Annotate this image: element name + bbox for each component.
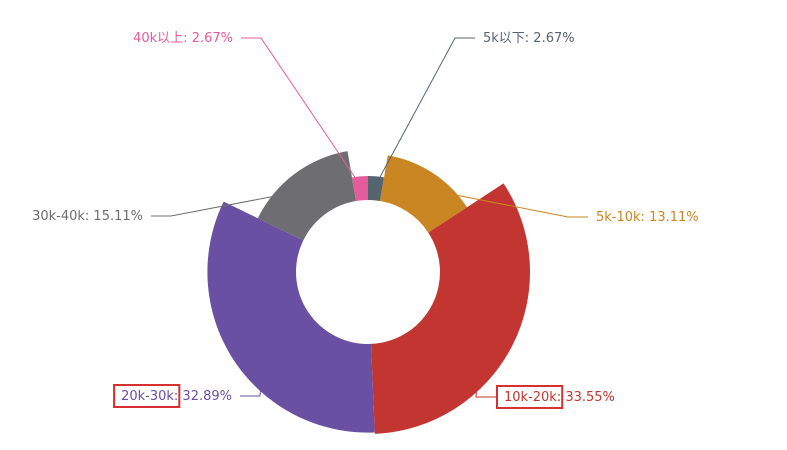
leader-line-10k-20k: [475, 329, 496, 398]
slice-5k[interactable]: [368, 176, 385, 202]
leader-line-40k: [241, 37, 362, 187]
leader-line-20k-30k: [240, 340, 264, 397]
highlight-box-10k-20k: [496, 385, 564, 409]
leader-line-30k-40k: [151, 189, 307, 217]
labels-layer: 5k以下: 2.67% 5k-10k: 13.11% 10k-20k: 33.55%…: [32, 31, 699, 405]
slice-20k-30k[interactable]: [207, 201, 375, 433]
slice-40k[interactable]: [351, 176, 368, 202]
slice-30k-40k[interactable]: [257, 151, 356, 241]
label-20k-30k: 20k-30k: 32.89%: [121, 389, 232, 404]
slice-5k-10k[interactable]: [380, 155, 468, 233]
label-40k: 40k以上: 2.67%: [133, 31, 233, 46]
highlight-box-20k-30k: [113, 384, 181, 408]
slice-10k-20k[interactable]: [371, 183, 530, 434]
slices-layer: [207, 151, 530, 434]
label-5k: 5k以下: 2.67%: [483, 31, 575, 46]
label-10k-20k: 10k-20k: 33.55%: [504, 390, 615, 405]
label-30k-40k: 30k-40k: 15.11%: [32, 209, 143, 224]
highlight-boxes-layer: [113, 384, 564, 409]
label-5k-10k: 5k-10k: 13.11%: [596, 210, 699, 225]
leader-lines-layer: [151, 37, 588, 398]
leader-line-5k-10k: [422, 188, 588, 218]
leader-line-5k: [374, 37, 475, 187]
